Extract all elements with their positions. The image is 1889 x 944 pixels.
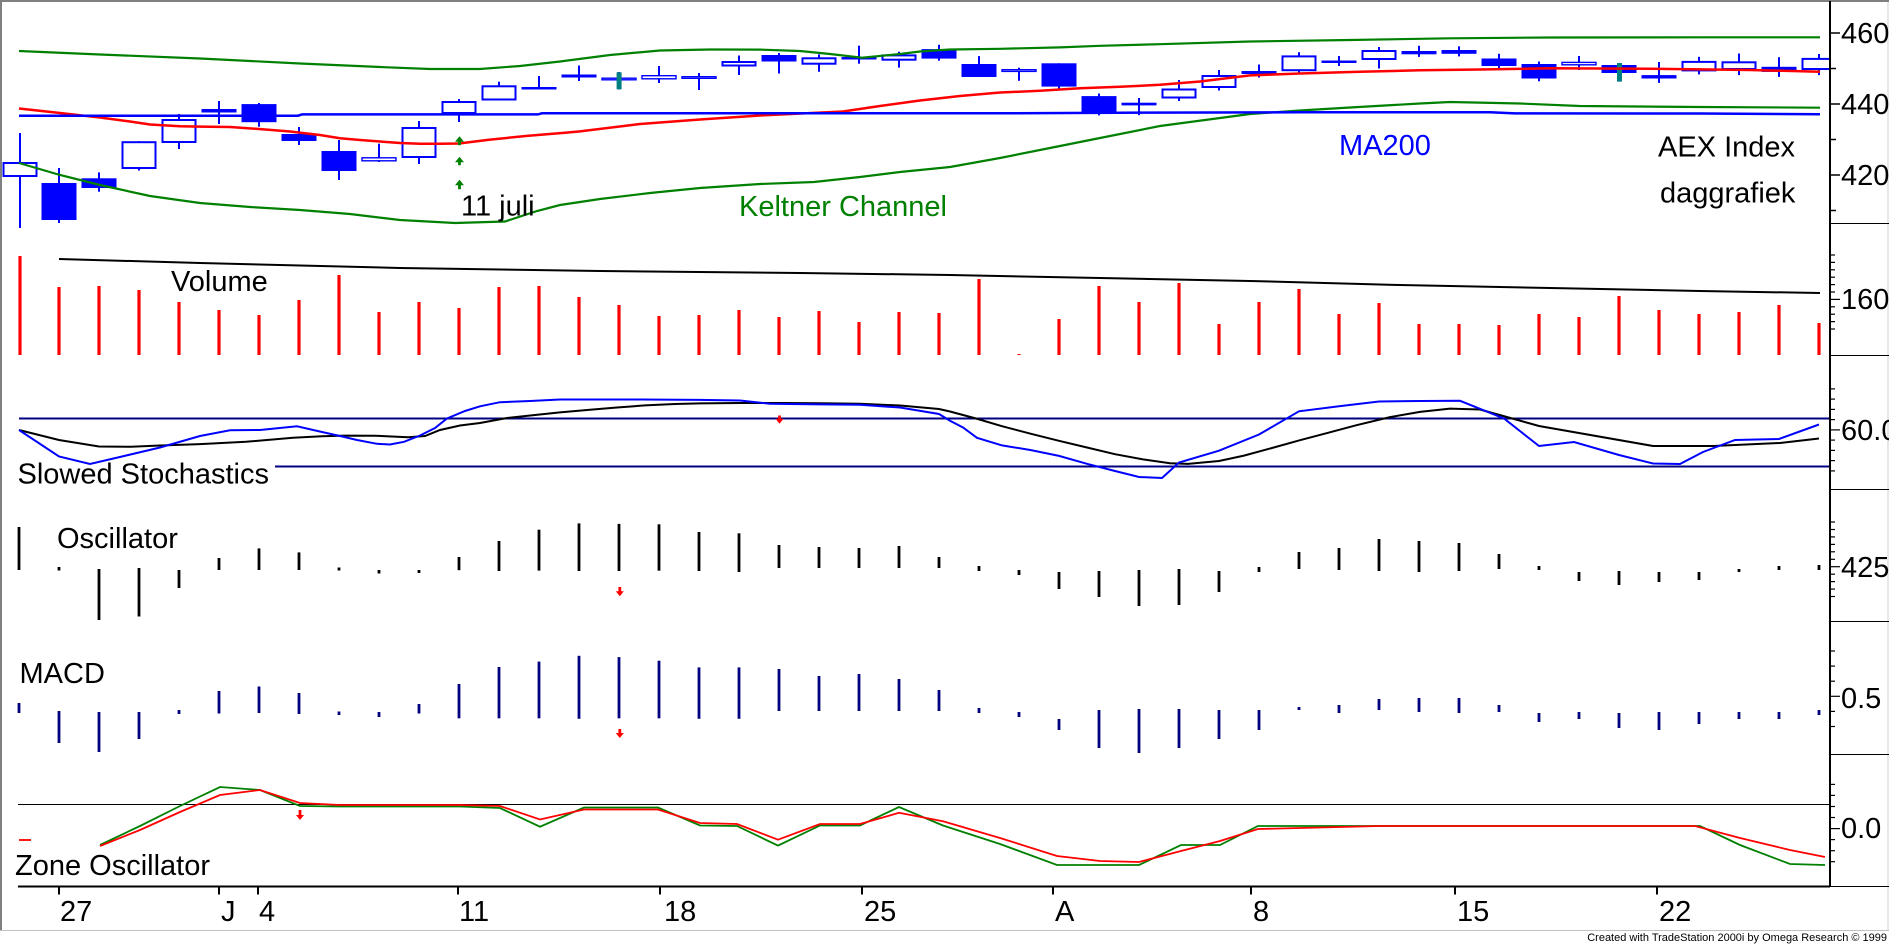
svg-text:Oscillator: Oscillator [57,523,178,555]
svg-text:420: 420 [1841,160,1889,192]
svg-text:160: 160 [1841,284,1889,316]
svg-text:0.0: 0.0 [1841,813,1881,845]
svg-text:460: 460 [1841,18,1889,50]
svg-text:Created with TradeStation 2000: Created with TradeStation 2000i by Omega… [1587,932,1887,944]
svg-text:15: 15 [1457,896,1489,928]
svg-text:425: 425 [1841,552,1889,584]
svg-text:Zone Oscillator: Zone Oscillator [15,850,210,882]
svg-text:8: 8 [1253,896,1269,928]
svg-text:11: 11 [459,896,489,928]
svg-text:Slowed Stochastics: Slowed Stochastics [18,459,269,491]
svg-text:27: 27 [60,896,92,928]
svg-text:0.5: 0.5 [1841,683,1881,715]
svg-text:22: 22 [1659,896,1691,928]
svg-text:25: 25 [864,896,896,928]
svg-text:Keltner Channel: Keltner Channel [739,191,947,223]
svg-text:Volume: Volume [171,266,268,298]
svg-text:J: J [221,896,236,928]
svg-text:MACD: MACD [20,658,105,690]
svg-text:A: A [1055,896,1075,928]
svg-text:60.0: 60.0 [1841,415,1889,447]
svg-text:18: 18 [664,896,696,928]
svg-text:4: 4 [259,896,275,928]
svg-text:AEX Index: AEX Index [1658,132,1796,164]
svg-text:440: 440 [1841,89,1889,121]
svg-text:MA200: MA200 [1339,130,1431,162]
svg-text:11 juli: 11 juli [461,191,535,223]
svg-text:daggrafiek: daggrafiek [1660,178,1796,210]
